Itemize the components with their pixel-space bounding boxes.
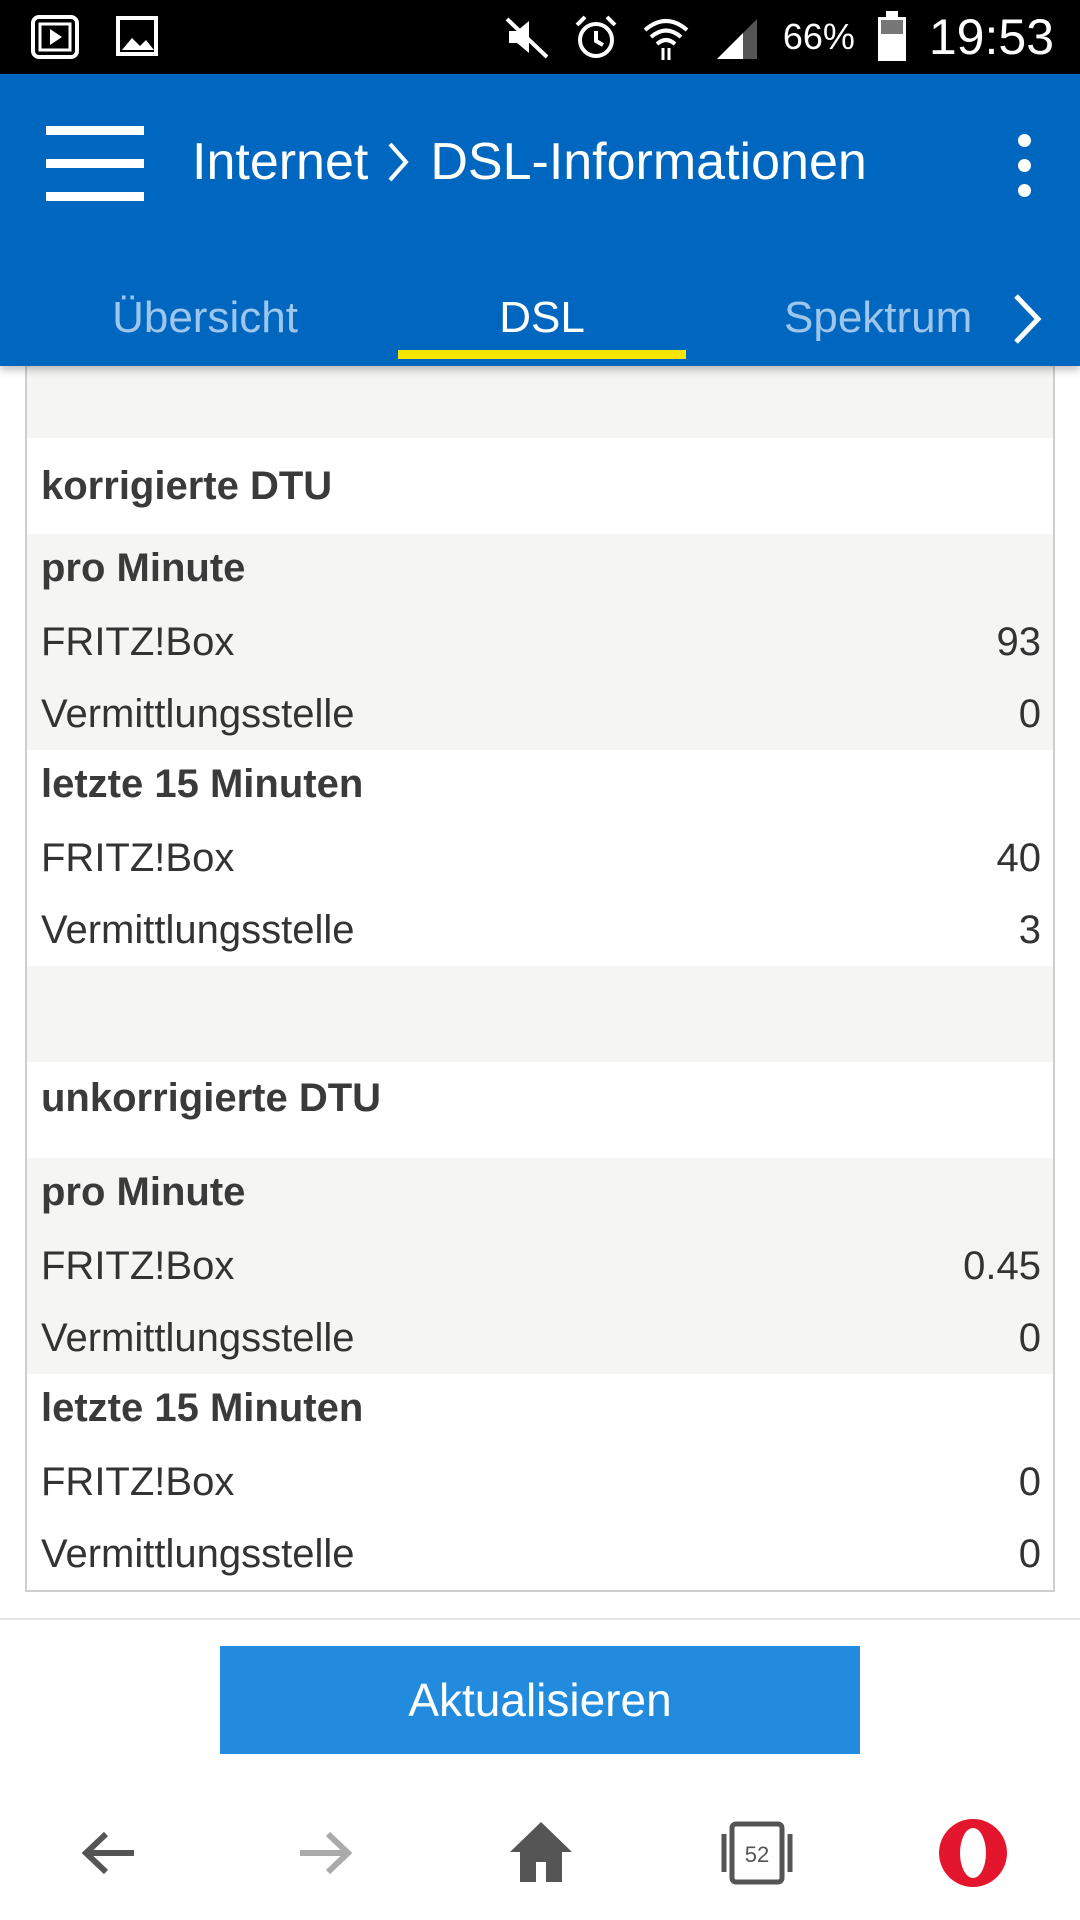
spacer-row <box>27 966 1053 1062</box>
tabs-frame-icon: 52 <box>721 1821 793 1885</box>
dtu-table: korrigierte DTU pro Minute FRITZ!Box 93 … <box>25 366 1055 1592</box>
tab-overview[interactable]: Übersicht <box>112 293 298 342</box>
section-header: unkorrigierte DTU <box>27 1062 1053 1158</box>
app-bar: Internet DSL-Informationen Übersicht DSL… <box>0 74 1080 366</box>
tabs-icon[interactable]: 52 <box>712 1808 802 1898</box>
group-header: pro Minute <box>27 1158 1053 1230</box>
table-row: Vermittlungsstelle 0 <box>27 1518 1053 1590</box>
tab-spectrum[interactable]: Spektrum <box>784 293 973 342</box>
browser-nav-bar: 52 <box>0 1778 1080 1920</box>
group-header: pro Minute <box>27 534 1053 606</box>
battery-icon <box>877 11 906 61</box>
signal-icon <box>716 19 757 59</box>
chevron-right-icon <box>388 142 410 182</box>
section-title: korrigierte DTU <box>41 464 333 508</box>
alarm-icon <box>575 15 617 58</box>
group-header: letzte 15 Minuten <box>27 750 1053 822</box>
breadcrumb: Internet DSL-Informationen <box>192 132 867 192</box>
more-vert-icon[interactable] <box>1012 134 1036 198</box>
mute-icon <box>505 17 549 59</box>
tab-bar: Übersicht DSL Spektrum <box>0 270 1080 366</box>
page-title: DSL-Informationen <box>430 133 867 191</box>
tab-count: 52 <box>745 1842 769 1867</box>
opera-icon[interactable] <box>928 1808 1018 1898</box>
breadcrumb-parent[interactable]: Internet <box>192 133 369 191</box>
spacer-row <box>27 366 1053 438</box>
table-row: FRITZ!Box 0 <box>27 1446 1053 1518</box>
hamburger-menu-icon[interactable] <box>46 126 144 202</box>
wifi-icon <box>643 19 689 60</box>
tabs-scroll-right-icon[interactable] <box>998 284 1058 354</box>
table-row: FRITZ!Box 0.45 <box>27 1230 1053 1302</box>
forward-arrow-icon[interactable] <box>280 1808 370 1898</box>
section-title: unkorrigierte DTU <box>41 1076 382 1120</box>
media-icon <box>31 15 79 59</box>
section-header: korrigierte DTU <box>27 438 1053 534</box>
table-row: FRITZ!Box 40 <box>27 822 1053 894</box>
image-icon <box>116 16 158 56</box>
back-arrow-icon[interactable] <box>64 1808 154 1898</box>
active-tab-indicator <box>398 350 686 359</box>
action-area: Aktualisieren <box>0 1618 1080 1780</box>
group-header: letzte 15 Minuten <box>27 1374 1053 1446</box>
table-row: Vermittlungsstelle 0 <box>27 1302 1053 1374</box>
table-row: Vermittlungsstelle 0 <box>27 678 1053 750</box>
tab-dsl[interactable]: DSL <box>499 293 585 342</box>
home-icon[interactable] <box>496 1808 586 1898</box>
status-bar: 66% 19:53 <box>0 0 1080 74</box>
refresh-button[interactable]: Aktualisieren <box>220 1646 860 1754</box>
table-row: Vermittlungsstelle 3 <box>27 894 1053 966</box>
battery-percent: 66% <box>782 16 855 57</box>
table-row: FRITZ!Box 93 <box>27 606 1053 678</box>
clock: 19:53 <box>928 9 1054 65</box>
